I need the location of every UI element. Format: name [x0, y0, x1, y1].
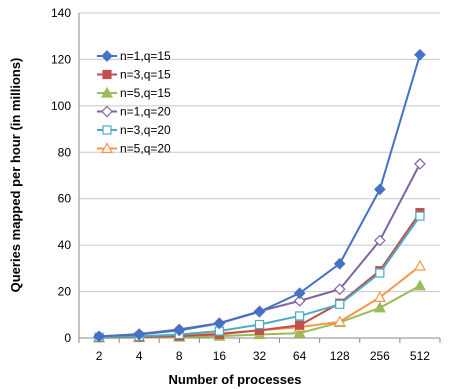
legend-label: n=1,q=15	[120, 49, 171, 63]
legend-marker-icon	[101, 50, 113, 62]
grid-lines	[79, 12, 440, 293]
x-tick-512: 512	[410, 349, 430, 363]
legend-marker-icon	[100, 86, 114, 98]
series-group	[93, 48, 426, 343]
data-point-512	[414, 158, 426, 170]
x-tick-128: 128	[330, 349, 350, 363]
x-tick-32: 32	[253, 349, 267, 363]
data-point-128	[333, 315, 346, 327]
data-point-64	[293, 287, 306, 300]
data-point-64	[293, 326, 306, 338]
data-point-2	[93, 330, 105, 343]
legend-marker-icon	[101, 105, 113, 118]
legend-marker-icon	[102, 69, 112, 80]
x-tick-256: 256	[370, 349, 390, 363]
data-point-64	[295, 320, 305, 330]
x-tick-16: 16	[213, 349, 227, 363]
y-axis-label: Queries mapped per hour (in millions)	[8, 58, 23, 293]
data-point-128	[333, 257, 346, 270]
legend-item: n=3,q=20	[97, 123, 171, 137]
y-tick-20: 20	[58, 285, 72, 299]
y-tick-140: 140	[51, 6, 71, 20]
legend-marker-icon	[100, 142, 114, 154]
data-point-4	[133, 328, 146, 341]
data-point-64	[293, 295, 306, 307]
data-point-256	[373, 291, 386, 302]
y-tick-labels: 0 20 40 60 80 100 120 140	[51, 6, 71, 345]
legend-item: n=5,q=20	[97, 142, 171, 156]
data-point-32	[254, 319, 265, 330]
y-tick-40: 40	[58, 238, 72, 252]
y-tick-80: 80	[58, 145, 72, 159]
series-line	[99, 212, 421, 339]
data-point-16	[213, 317, 226, 330]
y-tick-120: 120	[51, 52, 71, 66]
legend-label: n=1,q=20	[120, 105, 171, 119]
y-tick-60: 60	[58, 192, 72, 206]
series-n=1,q=15	[93, 48, 426, 343]
data-point-8	[173, 324, 186, 337]
data-point-256	[373, 301, 386, 313]
legend: n=1,q=15 n=3,q=15 n=5,q=15 n=1,q=20 n=3,q=20…	[97, 49, 171, 156]
x-tick-labels: 2 4 8 16 32 64 128 256 512	[96, 349, 431, 363]
data-point-512	[414, 48, 426, 61]
legend-item: n=1,q=15	[97, 49, 171, 63]
data-point-512	[415, 211, 425, 221]
legend-item: n=3,q=15	[97, 68, 171, 82]
x-tick-2: 2	[96, 349, 103, 363]
data-point-128	[335, 299, 345, 309]
x-tick-64: 64	[293, 349, 307, 363]
y-tick-100: 100	[51, 99, 71, 113]
legend-marker-icon	[102, 125, 112, 135]
data-point-512	[413, 259, 426, 271]
legend-item: n=5,q=15	[97, 86, 171, 100]
data-point-512	[413, 279, 426, 291]
data-point-32	[253, 305, 266, 318]
legend-label: n=3,q=15	[120, 68, 171, 82]
data-point-256	[375, 268, 385, 278]
data-point-256	[373, 234, 386, 247]
data-point-128	[333, 283, 346, 296]
data-point-256	[373, 183, 386, 196]
x-tick-8: 8	[176, 349, 183, 363]
legend-label: n=5,q=20	[120, 142, 171, 156]
x-tick-4: 4	[136, 349, 143, 363]
legend-label: n=3,q=20	[120, 123, 171, 137]
data-point-64	[295, 311, 305, 321]
series-n=3,q=20	[94, 211, 425, 342]
legend-item: n=1,q=20	[97, 105, 171, 119]
y-tick-0: 0	[64, 331, 71, 345]
legend-label: n=5,q=15	[120, 86, 171, 100]
x-axis-label: Number of processes	[169, 372, 302, 387]
